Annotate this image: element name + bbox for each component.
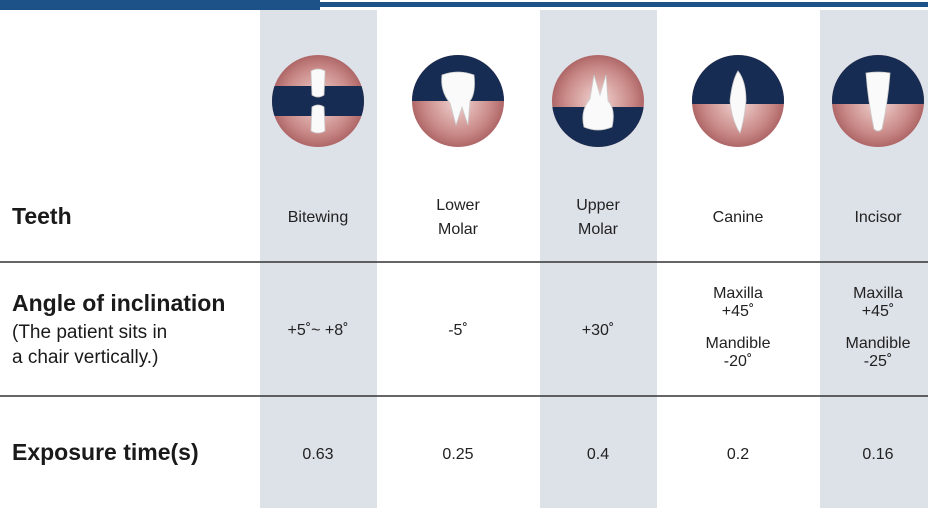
row-label: Angle of inclination bbox=[12, 290, 225, 316]
exposure-value: 0.16 bbox=[862, 446, 893, 463]
exposure-value: 0.2 bbox=[727, 446, 749, 463]
angle-value: -20˚ bbox=[724, 353, 752, 370]
table: Teeth Angle of inclination (The patient … bbox=[0, 0, 928, 508]
column-name: Incisor bbox=[854, 209, 902, 226]
column-name: Lower bbox=[436, 197, 480, 214]
page: Teeth Angle of inclination (The patient … bbox=[0, 0, 928, 508]
angle-value: +45˚ bbox=[722, 303, 754, 320]
row-note: (The patient sits in bbox=[12, 322, 167, 343]
exposure-value: 0.4 bbox=[587, 446, 609, 463]
angle-value: Maxilla bbox=[853, 285, 903, 302]
column-name: Upper bbox=[576, 197, 620, 214]
angle-value: -5˚ bbox=[448, 322, 468, 339]
tooth-icon bbox=[408, 50, 508, 147]
top-bar bbox=[0, 0, 320, 10]
row-label: Exposure time(s) bbox=[12, 439, 199, 465]
exposure-value: 0.25 bbox=[442, 446, 473, 463]
top-line bbox=[320, 2, 928, 7]
angle-value: -25˚ bbox=[864, 353, 892, 370]
angle-value: +30˚ bbox=[582, 322, 614, 339]
angle-value: Mandible bbox=[846, 335, 911, 352]
angle-value: +5˚~ +8˚ bbox=[288, 322, 349, 339]
angle-value: +45˚ bbox=[862, 303, 894, 320]
column-name: Bitewing bbox=[288, 209, 348, 226]
angle-value: Mandible bbox=[706, 335, 771, 352]
exposure-value: 0.63 bbox=[302, 446, 333, 463]
row-note: a chair vertically.) bbox=[12, 347, 158, 368]
column-name: Molar bbox=[578, 221, 619, 238]
column-name: Molar bbox=[438, 221, 479, 238]
column-name: Canine bbox=[713, 209, 764, 226]
angle-value: Maxilla bbox=[713, 285, 763, 302]
tooth-icon bbox=[688, 50, 788, 147]
row-label: Teeth bbox=[12, 203, 72, 229]
